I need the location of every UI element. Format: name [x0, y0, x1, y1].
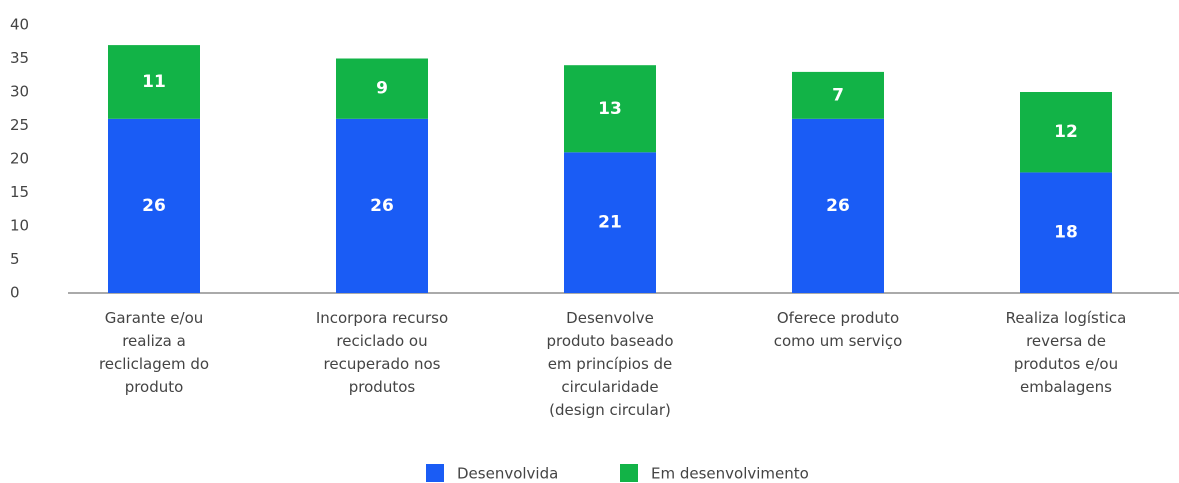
legend-label: Desenvolvida	[457, 465, 558, 483]
bar-segment	[336, 58, 428, 119]
value-label: 11	[142, 72, 166, 92]
legend-label: Em desenvolvimento	[651, 465, 809, 483]
y-tick-label: 40	[10, 16, 29, 34]
value-label: 26	[826, 196, 850, 216]
x-tick-label: Realiza logística reversa de produtos e/ou…	[1006, 309, 1127, 396]
bar-segment	[792, 71, 884, 119]
x-tick-label: Garante e/ou realiza a recliclagem do produ…	[99, 309, 209, 396]
legend-swatch	[426, 464, 444, 482]
bar-segment	[564, 152, 656, 293]
y-tick-label: 5	[10, 250, 20, 268]
value-label: 26	[142, 196, 166, 216]
x-tick-label: Incorpora recurso reciclado ou recuperado …	[316, 309, 448, 396]
y-tick-label: 0	[10, 284, 20, 302]
bar-segment	[1020, 172, 1112, 293]
bar-segment	[792, 118, 884, 293]
value-label: 26	[370, 196, 394, 216]
y-tick-label: 10	[10, 217, 29, 235]
bar-segment	[108, 118, 200, 293]
value-label: 9	[376, 79, 388, 99]
x-tick-label: Oferece produto como um serviço	[774, 309, 903, 350]
value-label: 12	[1054, 122, 1078, 142]
value-label: 18	[1054, 223, 1078, 243]
y-tick-label: 30	[10, 83, 29, 101]
y-tick-label: 20	[10, 150, 29, 168]
value-label: 21	[598, 213, 622, 233]
y-tick-label: 35	[10, 49, 29, 67]
bar-segment	[336, 118, 428, 293]
value-label: 7	[832, 85, 844, 105]
value-label: 13	[598, 99, 622, 119]
y-tick-label: 25	[10, 116, 29, 134]
bar-segment	[1020, 92, 1112, 173]
bar-segment	[564, 65, 656, 153]
y-tick-label: 15	[10, 183, 29, 201]
bar-segment	[108, 45, 200, 119]
x-tick-label: Desenvolve produto baseado em princípios d…	[546, 309, 673, 419]
legend-swatch	[620, 464, 638, 482]
